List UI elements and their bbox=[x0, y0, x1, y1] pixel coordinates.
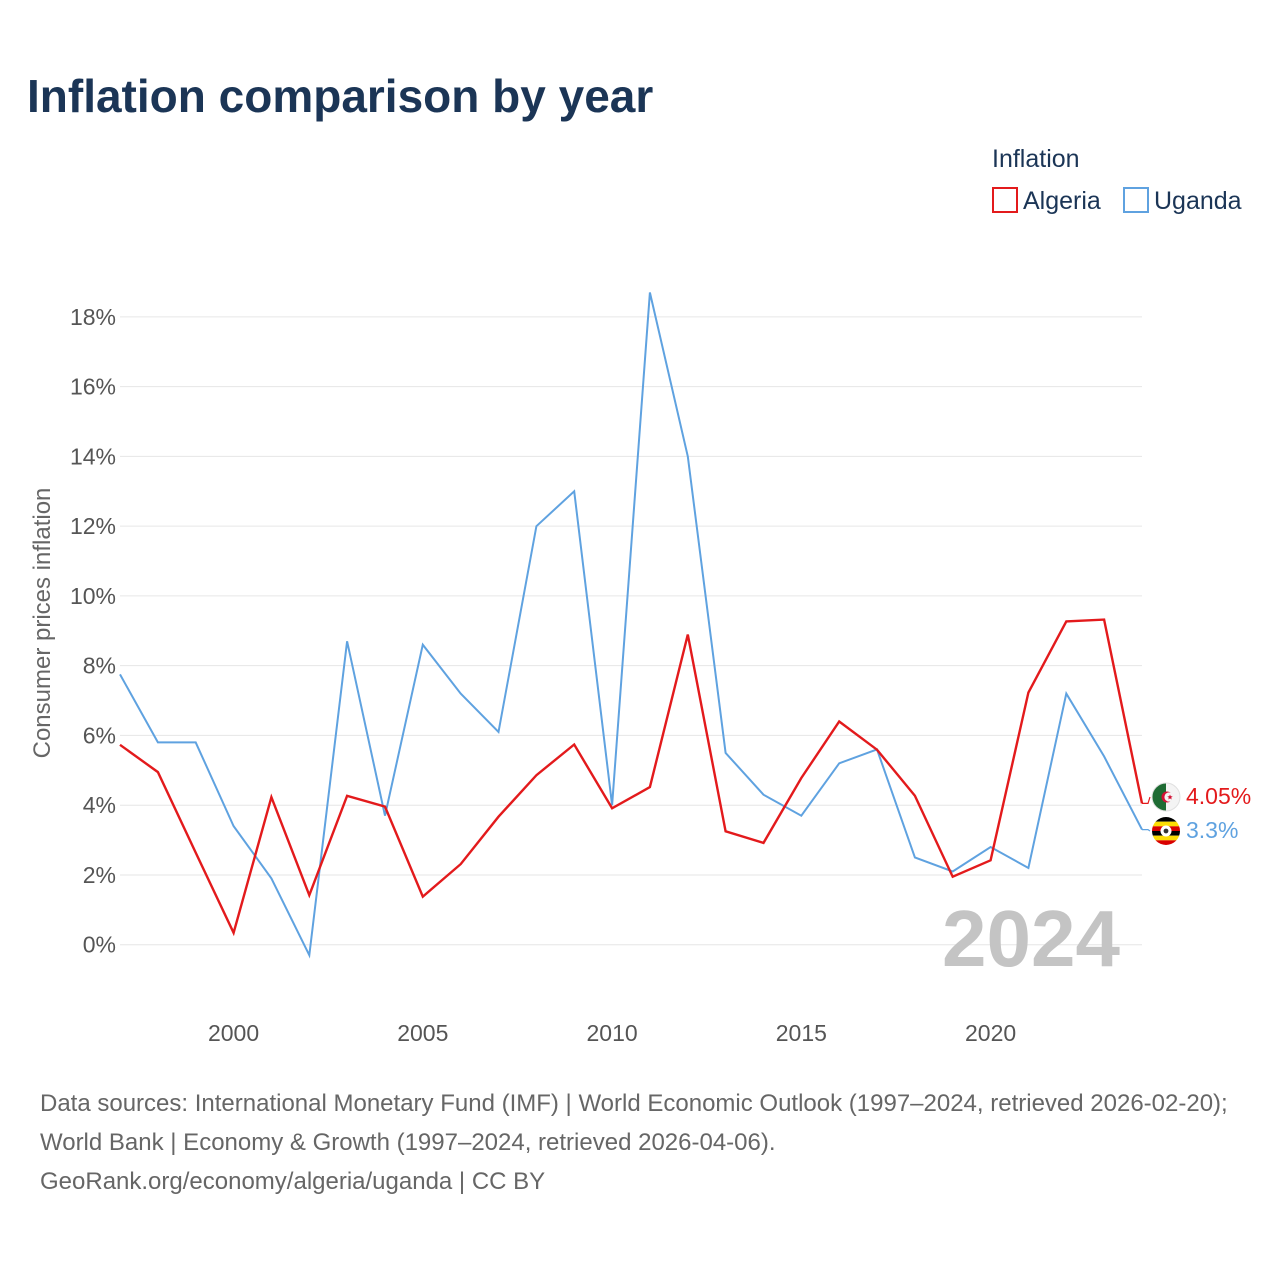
x-tick-label: 2010 bbox=[586, 1020, 637, 1046]
y-tick-label: 10% bbox=[70, 583, 116, 609]
legend-label-uganda[interactable]: Uganda bbox=[1154, 187, 1242, 215]
year-watermark: 2024 bbox=[942, 894, 1120, 983]
gridlines bbox=[120, 316, 1142, 946]
y-tick-label: 2% bbox=[83, 862, 116, 888]
legend-label-algeria[interactable]: Algeria bbox=[1023, 187, 1101, 215]
uganda-flag-icon bbox=[1152, 817, 1180, 845]
series-line-uganda[interactable] bbox=[119, 292, 1143, 959]
legend-title: Inflation bbox=[992, 145, 1080, 173]
legend: Inflation Algeria Uganda bbox=[992, 145, 1242, 215]
end-label-algeria: 4.05% bbox=[1186, 783, 1251, 809]
y-tick-label: 18% bbox=[70, 304, 116, 330]
chart-title: Inflation comparison by year bbox=[27, 70, 653, 122]
credit-text[interactable]: GeoRank.org/economy/algeria/uganda | CC … bbox=[40, 1168, 546, 1195]
x-tick-label: 2005 bbox=[397, 1020, 448, 1046]
y-axis-title: Consumer prices inflation bbox=[29, 488, 56, 759]
legend-swatch-uganda[interactable] bbox=[1123, 187, 1149, 213]
footer: Data sources: International Monetary Fun… bbox=[40, 1084, 1250, 1201]
algeria-flag-icon bbox=[1151, 782, 1181, 812]
legend-swatch-algeria[interactable] bbox=[992, 187, 1018, 213]
x-tick-label: 2015 bbox=[776, 1020, 827, 1046]
end-connector-algeria bbox=[1142, 796, 1151, 805]
y-axis-ticks: 0% 2% 4% 6% 8% 10% 12% 14% 16% 18% bbox=[70, 304, 116, 958]
x-tick-label: 2020 bbox=[965, 1020, 1016, 1046]
y-tick-label: 14% bbox=[70, 443, 116, 469]
end-connector-uganda bbox=[1142, 828, 1151, 832]
series-lines bbox=[119, 292, 1151, 959]
y-tick-label: 16% bbox=[70, 374, 116, 400]
y-tick-label: 6% bbox=[83, 722, 116, 748]
end-label-uganda: 3.3% bbox=[1186, 817, 1238, 843]
y-tick-label: 4% bbox=[83, 792, 116, 818]
y-tick-label: 12% bbox=[70, 513, 116, 539]
y-tick-label: 8% bbox=[83, 653, 116, 679]
chart-canvas: Inflation comparison by year Inflation A… bbox=[27, 70, 1251, 1046]
series-line-algeria[interactable] bbox=[119, 618, 1144, 937]
x-axis-ticks: 2000 2005 2010 2015 2020 bbox=[208, 1020, 1016, 1046]
y-tick-label: 0% bbox=[83, 932, 116, 958]
x-tick-label: 2000 bbox=[208, 1020, 259, 1046]
data-sources-text: Data sources: International Monetary Fun… bbox=[40, 1090, 1228, 1156]
